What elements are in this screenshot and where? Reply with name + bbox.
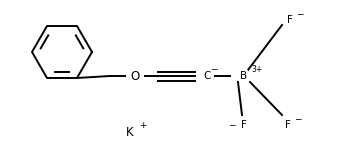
Text: F: F xyxy=(285,120,291,130)
Text: C: C xyxy=(203,71,210,81)
Text: −: − xyxy=(228,121,236,129)
Text: +: + xyxy=(139,121,147,129)
Text: −: − xyxy=(296,9,304,19)
Text: −: − xyxy=(210,65,218,73)
Text: −: − xyxy=(294,114,302,123)
Text: F: F xyxy=(241,120,247,130)
Text: F: F xyxy=(287,15,293,25)
Text: B: B xyxy=(240,71,247,81)
Text: K: K xyxy=(126,125,134,138)
Text: O: O xyxy=(130,69,140,82)
Text: 3+: 3+ xyxy=(251,65,262,73)
